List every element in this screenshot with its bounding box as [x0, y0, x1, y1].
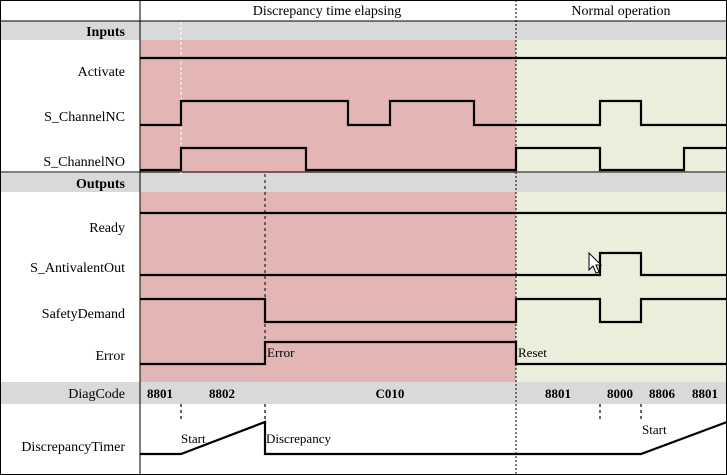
- annotation-error: Error: [267, 345, 295, 360]
- diag-code: 8801: [545, 386, 571, 401]
- label-error: Error: [95, 349, 125, 364]
- diag-code: 8801: [147, 386, 173, 401]
- section-outputs: Outputs: [76, 177, 126, 192]
- waveform-safety-demand: [140, 297, 727, 324]
- annotation-start-normal: Start: [642, 422, 667, 437]
- mouse-pointer-icon: [588, 251, 603, 274]
- diag-code: 8000: [607, 386, 633, 401]
- waveform-s-channel-no: [140, 146, 727, 172]
- waveform-s-channel-nc: [140, 99, 727, 127]
- phase-title-normal: Normal operation: [571, 4, 670, 19]
- label-safety-demand: SafetyDemand: [42, 307, 125, 322]
- diag-code: C010: [376, 386, 405, 401]
- inputs-band: [0, 21, 727, 40]
- label-s-channel-no: S_ChannelNO: [43, 155, 125, 170]
- label-activate: Activate: [78, 65, 125, 80]
- waveform-s-antivalent-out: [140, 251, 727, 277]
- label-diag-code: DiagCode: [68, 387, 125, 402]
- diag-code: 8801: [692, 386, 718, 401]
- label-ready: Ready: [89, 221, 125, 236]
- waveform-error: [140, 340, 727, 366]
- phase-title-discrepancy: Discrepancy time elapsing: [253, 4, 402, 19]
- label-discrepancy-timer: DiscrepancyTimer: [21, 440, 125, 455]
- diag-code: 8806: [649, 386, 676, 401]
- diagcode-band: [0, 382, 727, 404]
- outputs-band: [0, 173, 727, 192]
- annotation-start: Start: [181, 431, 206, 446]
- waveform-discrepancy-timer: [140, 420, 727, 456]
- label-s-antivalent-out: S_AntivalentOut: [30, 261, 125, 276]
- error-phase-area: [140, 40, 516, 382]
- normal-phase-area: [516, 40, 727, 382]
- diag-code: 8802: [209, 386, 235, 401]
- section-inputs: Inputs: [86, 25, 125, 40]
- label-s-channel-nc: S_ChannelNC: [44, 110, 125, 125]
- annotation-discrepancy: Discrepancy: [266, 431, 331, 446]
- annotation-reset: Reset: [518, 345, 547, 360]
